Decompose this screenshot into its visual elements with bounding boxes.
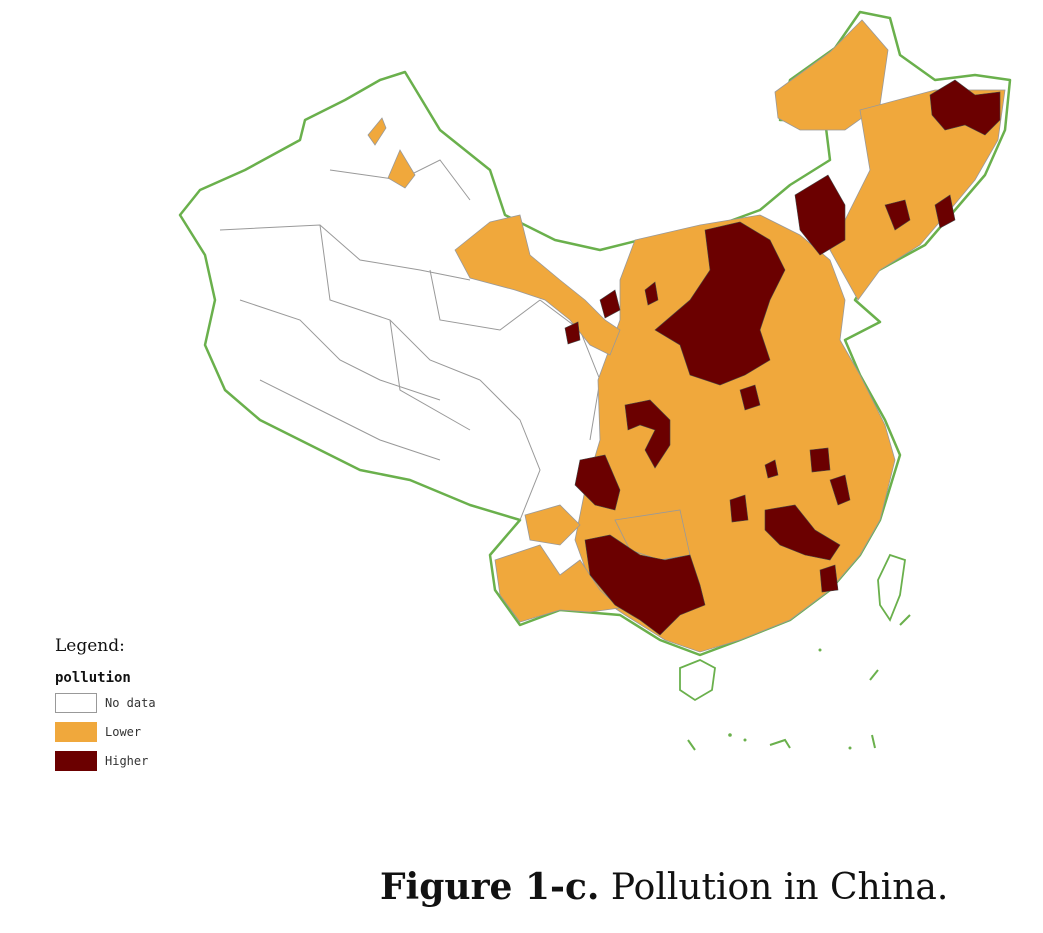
hot-sichuan-east [729, 494, 749, 523]
hot-ningxia [644, 281, 659, 306]
dash-3 [871, 734, 876, 749]
islands [679, 553, 911, 751]
hot-northeast-top [929, 79, 1001, 136]
region-xinjiang-north-1 [367, 117, 387, 146]
legend-swatch-higher [55, 751, 97, 771]
legend: Legend: pollution No data Lower Higher [55, 636, 255, 779]
hot-shanxi-hebei [654, 221, 786, 386]
island-dot-3 [818, 648, 822, 652]
hot-northeast-mid2 [884, 199, 911, 231]
region-xinjiang-north-2 [387, 149, 416, 189]
higher-regions [564, 79, 1001, 636]
legend-swatch-lower [55, 722, 97, 742]
hot-fujian [829, 474, 851, 506]
province-lines [219, 159, 601, 521]
hot-shaanxi-small [564, 321, 581, 345]
caption-label: Figure 1-c. [380, 866, 600, 908]
hot-guizhou-guangxi [584, 534, 706, 636]
hot-hubei [739, 384, 761, 411]
island-dot-4 [848, 746, 852, 750]
hot-inner-mongolia [794, 174, 846, 256]
legend-label-higher: Higher [105, 754, 149, 768]
dash-1 [687, 739, 696, 751]
hot-gansu-small [599, 289, 621, 319]
hot-jiangxi-east [809, 447, 831, 473]
hot-guangdong [819, 564, 839, 593]
dash-2 [769, 738, 791, 749]
region-yunnan-east [614, 509, 691, 561]
island-dot-1 [728, 733, 732, 737]
hainan-island [679, 659, 716, 702]
region-northeast-belt [829, 89, 1006, 301]
legend-label-no-data: No data [105, 696, 156, 710]
caption-text: Pollution in China. [599, 867, 949, 908]
hot-anhui [764, 459, 779, 479]
legend-subtitle: pollution [55, 670, 131, 686]
dash-5 [899, 614, 911, 626]
legend-item-higher: Higher [55, 750, 255, 772]
hot-northeast-mid [934, 194, 956, 229]
dash-4 [869, 669, 879, 681]
legend-title: Legend: [55, 636, 125, 656]
taiwan-island [877, 553, 906, 622]
legend-swatch-no-data [55, 693, 97, 713]
hot-sichuan-ring [624, 399, 671, 469]
region-sw-small [524, 504, 581, 546]
region-gansu-strip [454, 214, 621, 356]
legend-item-lower: Lower [55, 721, 255, 743]
island-dot-2 [743, 738, 747, 742]
legend-label-lower: Lower [105, 725, 142, 739]
figure-caption: Figure 1-c. Pollution in China. [380, 866, 1020, 908]
hot-sichuan-west [574, 454, 621, 511]
hot-hunan-jiangxi [764, 504, 841, 561]
lower-regions [367, 19, 1006, 653]
legend-item-no-data: No data [55, 692, 255, 714]
